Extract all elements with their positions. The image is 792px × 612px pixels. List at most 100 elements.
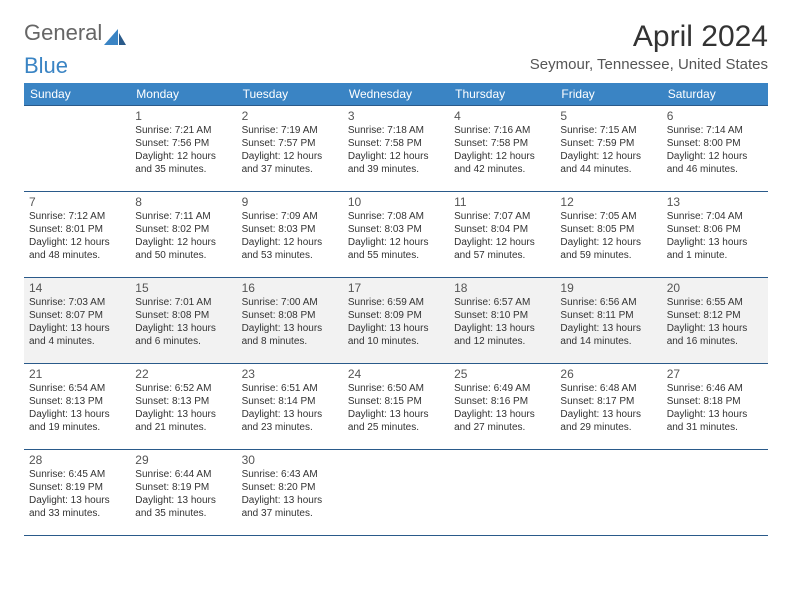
sunrise-text: Sunrise: 6:48 AM: [560, 382, 656, 395]
sunset-text: Sunset: 7:58 PM: [348, 137, 444, 150]
day-number: 28: [29, 453, 125, 467]
day-cell: 27Sunrise: 6:46 AMSunset: 8:18 PMDayligh…: [662, 364, 768, 450]
sunset-text: Sunset: 8:10 PM: [454, 309, 550, 322]
day-cell: 12Sunrise: 7:05 AMSunset: 8:05 PMDayligh…: [555, 192, 661, 278]
weekday-header: Tuesday: [237, 83, 343, 106]
daylight-text: Daylight: 13 hours and 10 minutes.: [348, 322, 444, 348]
weekday-header: Sunday: [24, 83, 130, 106]
day-number: 3: [348, 109, 444, 123]
week-row: 28Sunrise: 6:45 AMSunset: 8:19 PMDayligh…: [24, 450, 768, 536]
sunset-text: Sunset: 7:56 PM: [135, 137, 231, 150]
day-cell: 29Sunrise: 6:44 AMSunset: 8:19 PMDayligh…: [130, 450, 236, 536]
sunset-text: Sunset: 8:03 PM: [348, 223, 444, 236]
day-cell: 10Sunrise: 7:08 AMSunset: 8:03 PMDayligh…: [343, 192, 449, 278]
sunset-text: Sunset: 8:15 PM: [348, 395, 444, 408]
sunrise-text: Sunrise: 6:45 AM: [29, 468, 125, 481]
sunset-text: Sunset: 8:08 PM: [242, 309, 338, 322]
header-row: General April 2024: [24, 20, 768, 54]
sunset-text: Sunset: 8:06 PM: [667, 223, 763, 236]
day-number: 12: [560, 195, 656, 209]
sunset-text: Sunset: 7:59 PM: [560, 137, 656, 150]
daylight-text: Daylight: 12 hours and 57 minutes.: [454, 236, 550, 262]
day-number: 27: [667, 367, 763, 381]
day-cell: 6Sunrise: 7:14 AMSunset: 8:00 PMDaylight…: [662, 106, 768, 192]
weekday-header: Monday: [130, 83, 236, 106]
sunset-text: Sunset: 8:11 PM: [560, 309, 656, 322]
week-row: 21Sunrise: 6:54 AMSunset: 8:13 PMDayligh…: [24, 364, 768, 450]
week-row: 1Sunrise: 7:21 AMSunset: 7:56 PMDaylight…: [24, 106, 768, 192]
daylight-text: Daylight: 12 hours and 42 minutes.: [454, 150, 550, 176]
sunrise-text: Sunrise: 7:18 AM: [348, 124, 444, 137]
day-cell: 22Sunrise: 6:52 AMSunset: 8:13 PMDayligh…: [130, 364, 236, 450]
daylight-text: Daylight: 13 hours and 29 minutes.: [560, 408, 656, 434]
calendar-table: Sunday Monday Tuesday Wednesday Thursday…: [24, 83, 768, 536]
sunrise-text: Sunrise: 6:46 AM: [667, 382, 763, 395]
sunset-text: Sunset: 8:14 PM: [242, 395, 338, 408]
sunrise-text: Sunrise: 7:09 AM: [242, 210, 338, 223]
day-number: 7: [29, 195, 125, 209]
sunrise-text: Sunrise: 7:03 AM: [29, 296, 125, 309]
daylight-text: Daylight: 13 hours and 21 minutes.: [135, 408, 231, 434]
day-cell: 30Sunrise: 6:43 AMSunset: 8:20 PMDayligh…: [237, 450, 343, 536]
day-cell: 20Sunrise: 6:55 AMSunset: 8:12 PMDayligh…: [662, 278, 768, 364]
daylight-text: Daylight: 13 hours and 12 minutes.: [454, 322, 550, 348]
sunset-text: Sunset: 8:13 PM: [135, 395, 231, 408]
sunrise-text: Sunrise: 6:44 AM: [135, 468, 231, 481]
daylight-text: Daylight: 13 hours and 37 minutes.: [242, 494, 338, 520]
day-cell: 26Sunrise: 6:48 AMSunset: 8:17 PMDayligh…: [555, 364, 661, 450]
sunset-text: Sunset: 8:13 PM: [29, 395, 125, 408]
day-cell: 7Sunrise: 7:12 AMSunset: 8:01 PMDaylight…: [24, 192, 130, 278]
daylight-text: Daylight: 13 hours and 25 minutes.: [348, 408, 444, 434]
day-cell: 16Sunrise: 7:00 AMSunset: 8:08 PMDayligh…: [237, 278, 343, 364]
sunset-text: Sunset: 8:03 PM: [242, 223, 338, 236]
daylight-text: Daylight: 13 hours and 6 minutes.: [135, 322, 231, 348]
daylight-text: Daylight: 12 hours and 55 minutes.: [348, 236, 444, 262]
daylight-text: Daylight: 13 hours and 8 minutes.: [242, 322, 338, 348]
day-number: 20: [667, 281, 763, 295]
day-cell: 4Sunrise: 7:16 AMSunset: 7:58 PMDaylight…: [449, 106, 555, 192]
day-cell: [555, 450, 661, 536]
day-number: 17: [348, 281, 444, 295]
day-number: 2: [242, 109, 338, 123]
sunrise-text: Sunrise: 6:55 AM: [667, 296, 763, 309]
sunrise-text: Sunrise: 7:08 AM: [348, 210, 444, 223]
day-number: 9: [242, 195, 338, 209]
day-number: 11: [454, 195, 550, 209]
day-number: 23: [242, 367, 338, 381]
daylight-text: Daylight: 12 hours and 44 minutes.: [560, 150, 656, 176]
sunrise-text: Sunrise: 7:07 AM: [454, 210, 550, 223]
sunset-text: Sunset: 8:16 PM: [454, 395, 550, 408]
day-number: 5: [560, 109, 656, 123]
sunset-text: Sunset: 8:18 PM: [667, 395, 763, 408]
day-cell: 28Sunrise: 6:45 AMSunset: 8:19 PMDayligh…: [24, 450, 130, 536]
daylight-text: Daylight: 12 hours and 48 minutes.: [29, 236, 125, 262]
sunrise-text: Sunrise: 7:16 AM: [454, 124, 550, 137]
sunrise-text: Sunrise: 6:56 AM: [560, 296, 656, 309]
daylight-text: Daylight: 13 hours and 31 minutes.: [667, 408, 763, 434]
daylight-text: Daylight: 13 hours and 23 minutes.: [242, 408, 338, 434]
sunrise-text: Sunrise: 7:01 AM: [135, 296, 231, 309]
brand-text-2: Blue: [24, 53, 68, 79]
day-cell: [662, 450, 768, 536]
sunset-text: Sunset: 8:20 PM: [242, 481, 338, 494]
sunrise-text: Sunrise: 6:52 AM: [135, 382, 231, 395]
week-row: 7Sunrise: 7:12 AMSunset: 8:01 PMDaylight…: [24, 192, 768, 278]
sunrise-text: Sunrise: 6:51 AM: [242, 382, 338, 395]
sunset-text: Sunset: 8:05 PM: [560, 223, 656, 236]
day-cell: 24Sunrise: 6:50 AMSunset: 8:15 PMDayligh…: [343, 364, 449, 450]
sunset-text: Sunset: 8:02 PM: [135, 223, 231, 236]
day-number: 18: [454, 281, 550, 295]
day-cell: 11Sunrise: 7:07 AMSunset: 8:04 PMDayligh…: [449, 192, 555, 278]
day-cell: 2Sunrise: 7:19 AMSunset: 7:57 PMDaylight…: [237, 106, 343, 192]
sunrise-text: Sunrise: 7:04 AM: [667, 210, 763, 223]
day-cell: 17Sunrise: 6:59 AMSunset: 8:09 PMDayligh…: [343, 278, 449, 364]
sunset-text: Sunset: 7:57 PM: [242, 137, 338, 150]
weekday-header: Thursday: [449, 83, 555, 106]
day-number: 8: [135, 195, 231, 209]
daylight-text: Daylight: 12 hours and 35 minutes.: [135, 150, 231, 176]
sunset-text: Sunset: 8:09 PM: [348, 309, 444, 322]
brand-text-1: General: [24, 20, 102, 46]
sunset-text: Sunset: 8:01 PM: [29, 223, 125, 236]
daylight-text: Daylight: 13 hours and 33 minutes.: [29, 494, 125, 520]
day-number: 1: [135, 109, 231, 123]
